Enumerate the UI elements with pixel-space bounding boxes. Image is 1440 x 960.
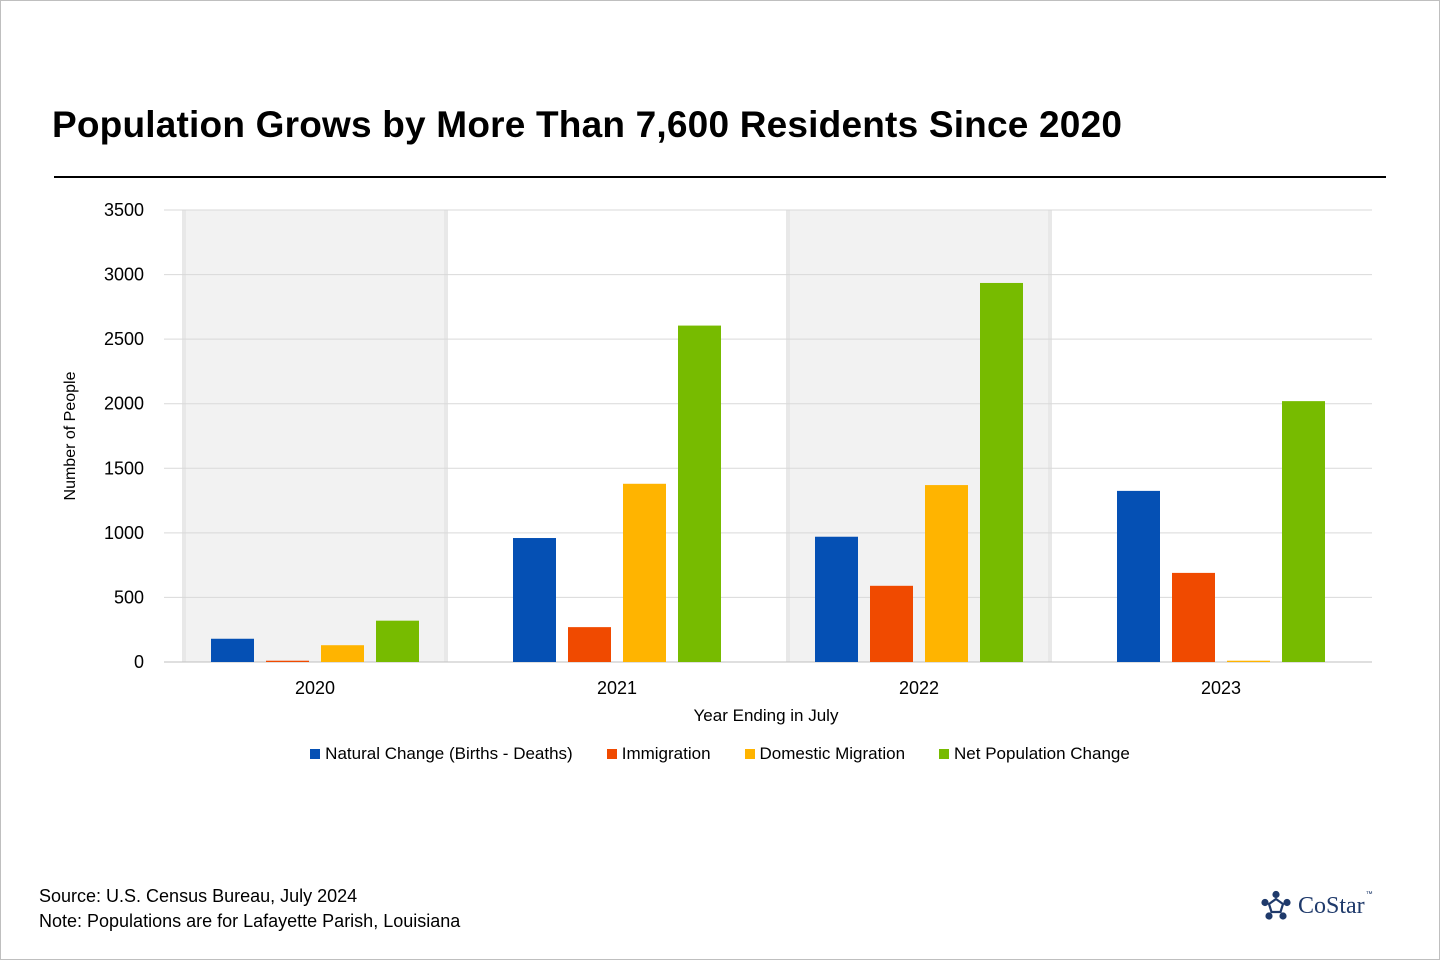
y-tick-label-2500: 2500 — [104, 329, 144, 349]
bar-net-population-change-2023 — [1282, 401, 1325, 662]
logo-trademark: ™ — [1365, 890, 1373, 898]
band-edge-left-2022 — [786, 210, 790, 662]
x-axis-label: Year Ending in July — [694, 706, 839, 725]
y-tick-label-2000: 2000 — [104, 394, 144, 414]
x-tick-label-2023: 2023 — [1201, 678, 1241, 698]
legend-label-domestic-migration: Domestic Migration — [759, 744, 906, 763]
bar-net-population-change-2021 — [678, 325, 721, 662]
x-tick-label-2022: 2022 — [899, 678, 939, 698]
chart-title: Population Grows by More Than 7,600 Resi… — [52, 104, 1123, 145]
bar-domestic-migration-2020 — [321, 645, 364, 662]
y-tick-label-3000: 3000 — [104, 265, 144, 285]
y-tick-label-3500: 3500 — [104, 200, 144, 220]
legend-label-net-population-change: Net Population Change — [954, 744, 1130, 763]
band-edge-right-2022 — [1048, 210, 1052, 662]
y-tick-label-0: 0 — [134, 652, 144, 672]
population-note: Note: Populations are for Lafayette Pari… — [39, 911, 461, 931]
legend-label-natural-change: Natural Change (Births - Deaths) — [325, 744, 573, 763]
legend-swatch-natural-change — [310, 749, 321, 759]
x-tick-label-2021: 2021 — [597, 678, 637, 698]
legend: Natural Change (Births - Deaths) Immigra… — [0, 744, 1440, 764]
gridlines — [164, 209, 1372, 663]
bar-domestic-migration-2023 — [1227, 660, 1270, 662]
y-tick-label-1500: 1500 — [104, 458, 144, 478]
y-tick-label-500: 500 — [114, 587, 144, 607]
x-tick-labels: 2020 2021 2022 2023 — [295, 678, 1241, 698]
legend-item-net-population-change: Net Population Change — [939, 744, 1130, 764]
legend-swatch-immigration — [606, 749, 617, 759]
category-bands — [182, 210, 1052, 662]
logo-wordmark: CoStar — [1298, 892, 1365, 919]
x-tick-label-2020: 2020 — [295, 678, 335, 698]
bar-domestic-migration-2021 — [623, 483, 666, 662]
bar-immigration-2021 — [568, 627, 611, 662]
footer-notes: Source: U.S. Census Bureau, July 2024 No… — [39, 884, 460, 934]
band-edge-right-2020 — [444, 210, 448, 662]
bar-natural-change-births-deaths-2023 — [1117, 490, 1160, 662]
legend-item-natural-change: Natural Change (Births - Deaths) — [310, 744, 573, 764]
bar-immigration-2023 — [1172, 572, 1215, 662]
bar-immigration-2020 — [266, 660, 309, 662]
bar-domestic-migration-2022 — [925, 485, 968, 662]
band-2020 — [182, 210, 448, 662]
bars — [211, 282, 1325, 662]
legend-swatch-domestic-migration — [744, 749, 755, 759]
bar-natural-change-births-deaths-2020 — [211, 638, 254, 662]
costar-logo: CoStar ™ — [1260, 890, 1373, 922]
y-axis-label: Number of People — [62, 371, 79, 500]
bar-net-population-change-2020 — [376, 620, 419, 662]
legend-item-domestic-migration: Domestic Migration — [744, 744, 906, 764]
bar-natural-change-births-deaths-2022 — [815, 536, 858, 662]
y-tick-label-1000: 1000 — [104, 523, 144, 543]
bar-net-population-change-2022 — [980, 282, 1023, 662]
legend-item-immigration: Immigration — [606, 744, 711, 764]
bar-natural-change-births-deaths-2021 — [513, 538, 556, 662]
bar-immigration-2022 — [870, 585, 913, 662]
legend-label-immigration: Immigration — [621, 744, 711, 763]
band-edge-left-2020 — [182, 210, 186, 662]
y-tick-labels: 0 500 1000 1500 2000 2500 3000 3500 — [104, 200, 144, 672]
costar-star-logo-icon — [1261, 890, 1291, 920]
source-note: Source: U.S. Census Bureau, July 2024 — [39, 886, 358, 906]
title-divider — [54, 176, 1386, 178]
legend-swatch-net-population-change — [939, 749, 950, 759]
